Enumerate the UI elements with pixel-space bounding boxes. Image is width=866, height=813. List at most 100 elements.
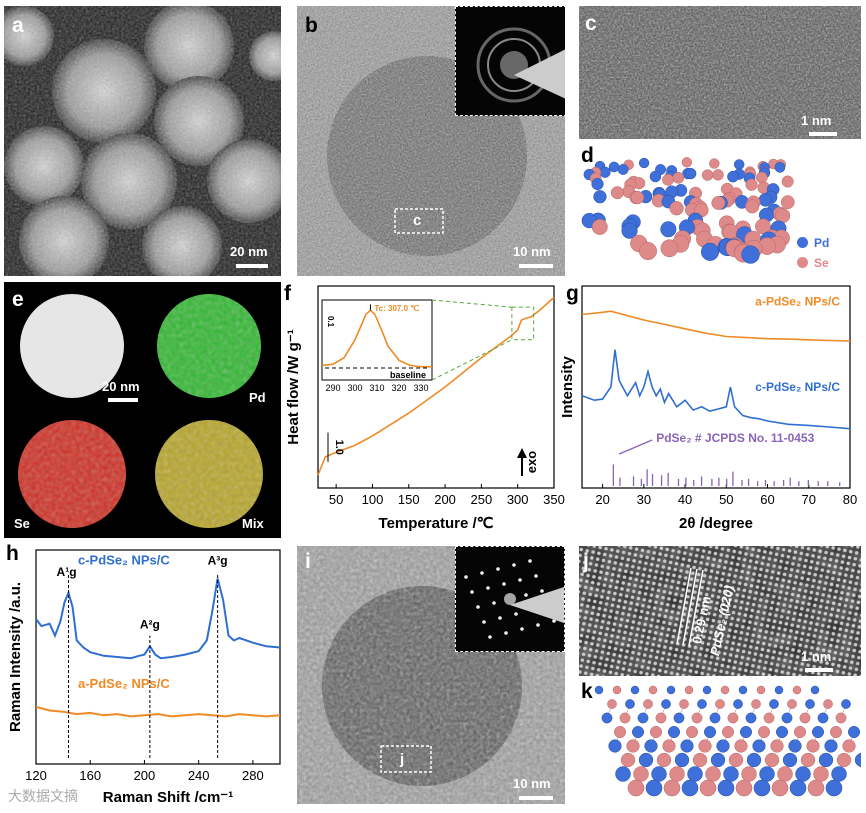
pd-atom xyxy=(781,712,793,724)
pd-atom xyxy=(599,166,611,178)
inset-tick-label: 290 xyxy=(325,383,340,393)
panel-label: g xyxy=(566,282,579,305)
y-axis-title: Intensity xyxy=(560,356,576,418)
panel-g-chart: 20 30 40 50 60 70 80 2θ /degree Intensity a-PdSe₂… xyxy=(559,280,866,538)
saed-inset xyxy=(455,6,565,116)
mix-map xyxy=(155,420,263,528)
pd-atom xyxy=(709,712,721,724)
se-atom xyxy=(813,766,829,782)
diffraction-spot xyxy=(476,605,480,609)
pd-atom xyxy=(854,752,866,768)
pd-atom xyxy=(638,752,654,768)
x-tick-label: 20 xyxy=(595,492,609,507)
se-atom xyxy=(633,766,649,782)
pd-atom xyxy=(733,159,745,170)
x-axis-title: Temperature /℃ xyxy=(379,515,494,532)
pd-atom xyxy=(661,699,671,709)
pd-atom xyxy=(601,712,613,724)
diffraction-spot xyxy=(524,593,528,597)
pd-atom xyxy=(723,766,739,782)
pd-atom xyxy=(727,170,739,183)
pd-atom xyxy=(638,157,650,169)
pd-atom xyxy=(645,779,663,797)
se-atom xyxy=(669,201,684,216)
inset-tick-label: 310 xyxy=(369,383,384,393)
se-atom xyxy=(720,685,730,695)
box-label: j xyxy=(400,751,405,768)
se-atom xyxy=(591,219,608,235)
exo-label: exo xyxy=(524,451,539,473)
x-tick-label: 50 xyxy=(329,492,343,507)
se-atom xyxy=(806,739,820,753)
diffraction-spot xyxy=(504,631,508,635)
pd-atom xyxy=(817,712,829,724)
pd-atom xyxy=(752,739,766,753)
x-tick-label: 250 xyxy=(471,492,493,507)
x-axis-title: 2θ /degree xyxy=(679,515,753,532)
pd-atom xyxy=(630,685,640,695)
legend-pd: Pd xyxy=(797,236,829,250)
pd-atom xyxy=(608,739,622,753)
se-atom xyxy=(842,739,856,753)
pd-atom xyxy=(608,161,620,173)
se-atom xyxy=(711,196,726,210)
se-atom xyxy=(823,699,833,709)
x-tick-label: 50 xyxy=(719,492,733,507)
pd-atom xyxy=(753,779,771,797)
pd-atom xyxy=(673,712,685,724)
se-atom xyxy=(626,739,640,753)
pd-atom xyxy=(788,739,802,753)
pd-atom xyxy=(758,193,773,207)
raman-curve-0 xyxy=(35,578,281,660)
haadf-map xyxy=(20,294,124,398)
pd-atom xyxy=(769,699,779,709)
dsc-curve xyxy=(317,296,555,476)
pd-atom xyxy=(680,739,694,753)
nanoparticles xyxy=(4,6,281,276)
diffraction-spot xyxy=(482,620,486,624)
se-atom xyxy=(662,173,674,186)
tc-label: Tc: 307.0 ℃ xyxy=(374,304,419,313)
pd-atom xyxy=(795,766,811,782)
se-map xyxy=(18,420,126,528)
panel-label: a xyxy=(12,14,24,37)
se-atom xyxy=(792,685,802,695)
se-atom xyxy=(672,171,685,184)
se-atom xyxy=(610,186,624,200)
se-atom xyxy=(656,752,672,768)
diffraction-spot xyxy=(502,582,506,586)
diffraction-spot xyxy=(540,589,544,593)
central-beam xyxy=(504,593,516,605)
series-label-amorphous: a-PdSe₂ NPs/C xyxy=(78,676,170,691)
map-label-mix: Mix xyxy=(242,516,264,531)
diffraction-spot xyxy=(486,586,490,590)
se-atom xyxy=(715,699,725,709)
pd-atom xyxy=(591,177,604,191)
se-atom xyxy=(787,699,797,709)
panel-label: f xyxy=(284,282,291,305)
pd-atom xyxy=(738,685,748,695)
scale-bar xyxy=(519,796,553,800)
inset-curve xyxy=(321,309,432,368)
se-atom xyxy=(691,712,703,724)
scale-text: 20 nm xyxy=(102,379,140,394)
pd-atom xyxy=(644,739,658,753)
exo-arrow-head xyxy=(517,448,527,458)
pd-atom xyxy=(733,699,743,709)
se-atom xyxy=(638,242,657,261)
se-atom xyxy=(756,685,766,695)
xrd-curve-1 xyxy=(581,349,851,430)
diffraction-spot xyxy=(520,627,524,631)
inset-scale-label: 0.1 xyxy=(326,316,335,328)
se-atom xyxy=(679,699,689,709)
pd-atom xyxy=(848,726,860,738)
pd-atom xyxy=(745,712,757,724)
panel-a-image: a 20 nm xyxy=(4,6,281,276)
diffraction-spot xyxy=(528,559,532,563)
pd-atom xyxy=(700,242,720,261)
inset-tick-label: 330 xyxy=(413,383,428,393)
peak-label-2: A²g xyxy=(140,617,160,631)
se-atom xyxy=(741,766,757,782)
inset-tick-label: 320 xyxy=(391,383,406,393)
panel-i-image: i j 10 nm xyxy=(297,546,565,804)
